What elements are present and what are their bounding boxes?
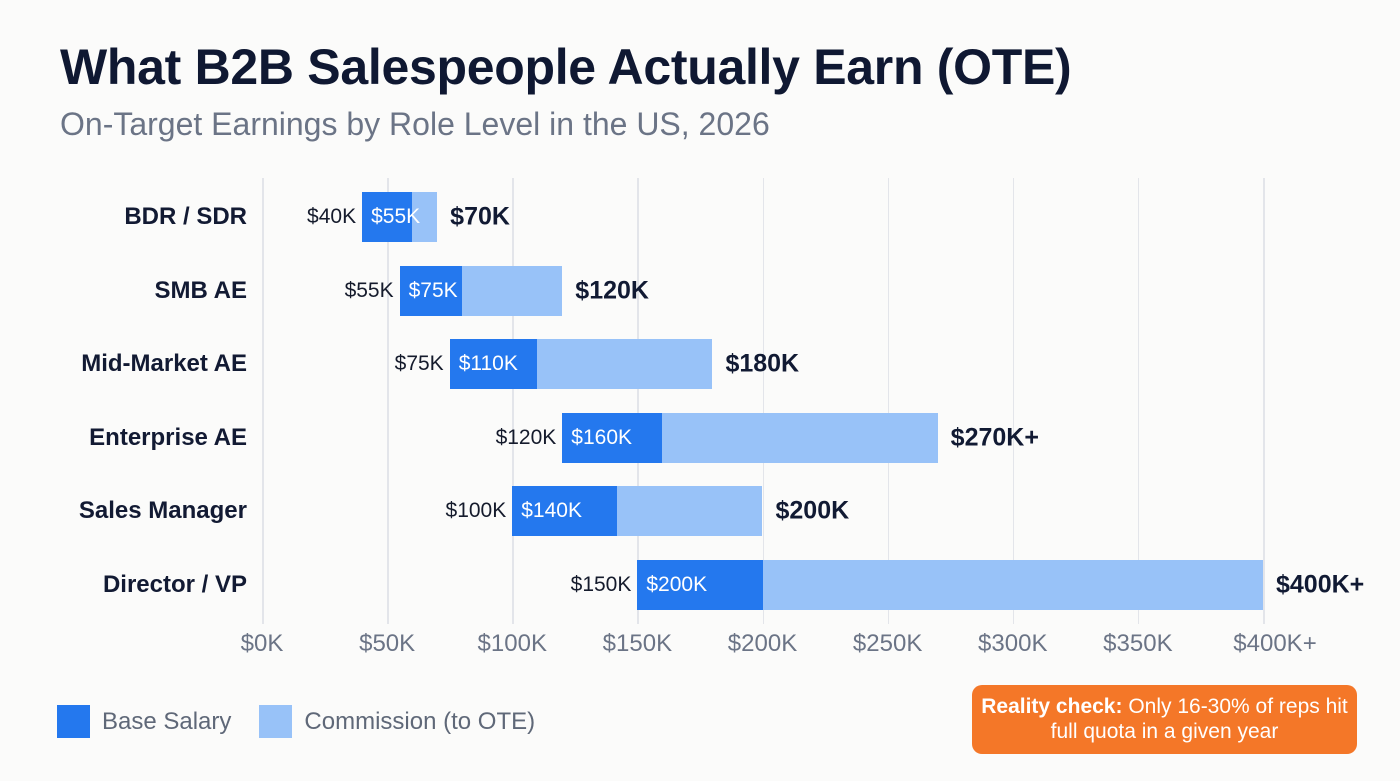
min-value-label: $40K	[307, 205, 357, 228]
bar-commission[interactable]	[617, 486, 763, 536]
min-value-label: $120K	[495, 426, 557, 449]
ote-value-label: $400K+	[1276, 570, 1365, 599]
bar-commission[interactable]	[662, 413, 938, 463]
reality-check-callout: Reality check: Only 16-30% of reps hit f…	[972, 685, 1357, 754]
callout-bold: Reality check:	[981, 695, 1123, 718]
base-value-label: $55K	[371, 205, 421, 228]
bar-base-salary[interactable]	[637, 560, 763, 610]
min-value-label: $55K	[344, 279, 394, 302]
legend-label-commission: Commission (to OTE)	[304, 707, 536, 735]
gridline	[387, 178, 389, 624]
legend-swatch-commission	[259, 705, 293, 738]
x-tick-label: $350K	[1103, 630, 1173, 657]
bar-base-salary[interactable]	[362, 192, 413, 242]
bar-base-salary[interactable]	[512, 486, 618, 536]
gridline	[1263, 178, 1265, 624]
gridline	[1137, 178, 1140, 624]
legend: Base Salary Commission (to OTE)	[57, 705, 563, 738]
ote-value-label: $120K	[575, 276, 649, 305]
base-value-label: $200K	[646, 573, 708, 596]
x-tick-label: $150K	[602, 630, 673, 657]
role-label: BDR / SDR	[124, 203, 247, 230]
role-label: Mid-Market AE	[81, 350, 247, 377]
gridline	[512, 178, 514, 624]
min-value-label: $75K	[394, 352, 444, 375]
base-value-label: $160K	[571, 426, 633, 449]
gridline	[637, 178, 639, 624]
chart-title: What B2B Salespeople Actually Earn (OTE)	[60, 39, 1072, 95]
chart-subtitle: On-Target Earnings by Role Level in the …	[60, 106, 770, 142]
bar-base-salary[interactable]	[562, 413, 663, 463]
ote-value-label: $270K+	[950, 423, 1039, 452]
ote-value-label: $200K	[775, 496, 850, 525]
ote-value-label: $180K	[725, 349, 800, 378]
bar-base-salary[interactable]	[449, 339, 538, 389]
base-value-label: $75K	[408, 279, 458, 302]
gridline	[262, 178, 264, 624]
x-tick-label: $200K	[727, 630, 798, 657]
legend-swatch-base	[57, 705, 90, 738]
bar-commission[interactable]	[537, 339, 713, 389]
bar-base-salary[interactable]	[399, 266, 463, 316]
ote-value-label: $70K	[450, 202, 510, 231]
min-value-label: $100K	[445, 499, 507, 522]
gridline	[762, 178, 764, 624]
role-label: Director / VP	[102, 571, 247, 598]
gridline	[1012, 178, 1015, 624]
x-tick-label: $100K	[477, 630, 547, 657]
bar-commission[interactable]	[762, 560, 1263, 610]
bar-commission[interactable]	[412, 192, 438, 242]
bar-commission[interactable]	[462, 266, 563, 316]
x-tick-label: $300K	[978, 630, 1048, 657]
x-tick-label: $0K	[240, 630, 284, 657]
x-tick-label: $250K	[852, 630, 923, 657]
role-label: SMB AE	[154, 277, 247, 304]
x-tick-label: $50K	[359, 630, 416, 657]
base-value-label: $110K	[458, 352, 518, 375]
role-label: Sales Manager	[78, 497, 247, 524]
role-label: Enterprise AE	[89, 424, 247, 451]
legend-label-base: Base Salary	[102, 707, 232, 735]
callout-text: Only 16-30% of reps hit full quota in a …	[1050, 695, 1348, 743]
base-value-label: $140K	[521, 499, 582, 522]
gridline	[887, 178, 890, 624]
min-value-label: $150K	[570, 573, 632, 596]
x-tick-label: $400K+	[1233, 630, 1317, 657]
